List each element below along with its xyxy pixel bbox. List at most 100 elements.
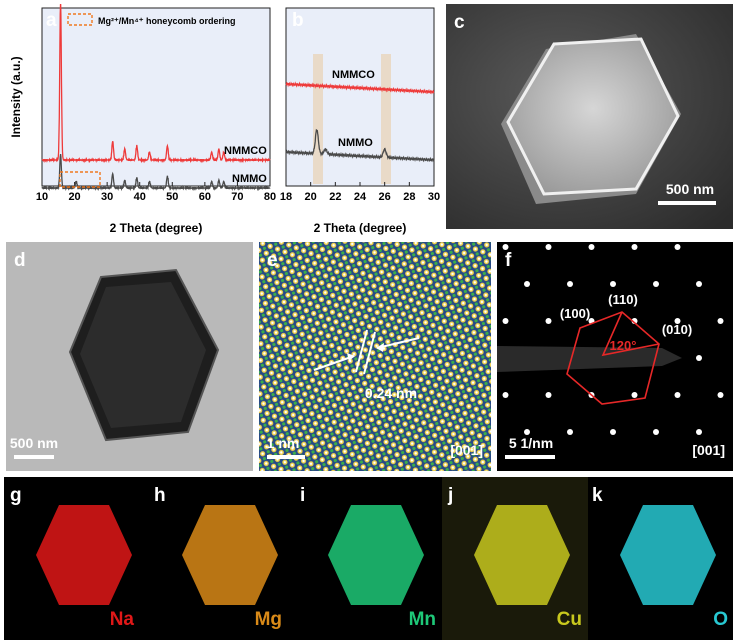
highlight-box [59, 171, 101, 188]
annotation-text: Mg²⁺/Mn⁴⁺ honeycomb ordering [98, 16, 235, 26]
diffraction-spot [653, 429, 659, 435]
panel-h-mg-map: h Mg [150, 477, 296, 640]
diffraction-spot [674, 244, 681, 250]
panel-d-tem-image: d 500 nm [6, 242, 253, 471]
x-tick-label: 20 [305, 191, 317, 203]
panel-a-xrd-full: 10 20 30 40 50 60 70 80 Mg²⁺/Mn⁴⁺ honeycomb ord… [6, 4, 276, 236]
panel-i-mn-map: i Mn [296, 477, 442, 640]
diffraction-spot [567, 281, 573, 287]
panel-label-h: h [154, 485, 166, 506]
x-tick-label: 60 [199, 191, 211, 203]
scale-bar [14, 455, 54, 459]
panel-e-hrtem-image: 0.24 nm e 1 nm [001] [259, 242, 491, 471]
series-label-nmmco: NMMCO [332, 69, 375, 81]
x-tick-label: 10 [36, 191, 48, 203]
zone-axis-label: [001] [692, 442, 725, 458]
panel-label-b: b [292, 10, 304, 31]
scale-bar-label: 500 nm [666, 181, 714, 197]
sem-image: c 500 nm [446, 4, 733, 229]
diffraction-spot [610, 281, 616, 287]
hrtem-image: 0.24 nm e 1 nm [001] [259, 242, 491, 471]
lattice-fringe-1 [355, 329, 368, 373]
panel-label-k: k [592, 485, 603, 506]
panel-g-na-map: g Na [4, 477, 150, 640]
diffraction-spot [717, 318, 724, 324]
spot-label-010: (010) [662, 322, 692, 337]
xrd-zoom-chart: 18 20 22 24 26 28 30 NMMCO NMMO 2 Theta (degre… [280, 7, 440, 235]
x-ticks: 10 20 30 40 50 60 70 80 [36, 182, 276, 203]
series-label-nmmo: NMMO [338, 137, 373, 149]
diffraction-spot [696, 281, 702, 287]
spot-label-110: (110) [608, 292, 638, 307]
x-tick-label: 30 [428, 191, 440, 203]
panel-label-i: i [300, 485, 305, 506]
panel-f-saed-pattern: 120° (100) (110) (010) f 5 1/nm [001] [497, 242, 733, 471]
panel-label-a: a [46, 10, 57, 31]
series-line-nmmo [285, 128, 435, 163]
scale-bar [267, 455, 305, 459]
panel-label-d: d [14, 250, 26, 271]
scale-bar-label: 500 nm [10, 435, 58, 451]
x-tick-label: 24 [354, 191, 367, 203]
x-tick-label: 26 [379, 191, 391, 203]
x-tick-label: 28 [403, 191, 415, 203]
tem-image: d 500 nm [10, 250, 220, 459]
element-label-na: Na [110, 609, 135, 630]
diffraction-spot [524, 429, 530, 435]
diffraction-spot [696, 429, 702, 435]
x-ticks: 18 20 22 24 26 28 30 [280, 182, 440, 203]
x-tick-label: 20 [68, 191, 80, 203]
series-line-nmmco [41, 4, 271, 164]
y-axis-label: Intensity (a.u.) [9, 56, 23, 137]
diffraction-spot [502, 318, 509, 324]
hexagonal-crystal [506, 37, 680, 196]
lattice-fringe-2 [363, 331, 376, 375]
diffraction-spot [502, 392, 509, 398]
x-tick-label: 80 [264, 191, 276, 203]
diffraction-spot [545, 318, 552, 324]
diffraction-spot [524, 281, 530, 287]
x-axis-label: 2 Theta (degree) [314, 221, 407, 235]
angle-label: 120° [610, 338, 637, 353]
scale-bar-label: 5 1/nm [509, 435, 553, 451]
arrow-left [313, 355, 355, 371]
panel-k-o-map: k O [588, 477, 733, 640]
annotation-box [67, 13, 93, 26]
highlight-band-2 [381, 54, 391, 184]
x-tick-label: 40 [134, 191, 146, 203]
saed-pattern: 120° (100) (110) (010) f 5 1/nm [001] [497, 244, 725, 459]
diffraction-spot [545, 244, 552, 250]
x-tick-label: 18 [280, 191, 292, 203]
panel-label-e: e [267, 250, 278, 271]
diffraction-spots [502, 244, 724, 435]
element-label-o: O [713, 609, 728, 630]
diffraction-spot [674, 392, 681, 398]
diffraction-spot [717, 392, 724, 398]
scale-bar [658, 201, 716, 205]
x-tick-label: 22 [329, 191, 341, 203]
panel-j-cu-map: j Cu [442, 477, 588, 640]
series-line-nmmo [41, 154, 271, 192]
zone-axis-label: [001] [450, 442, 483, 458]
diffraction-spot [610, 429, 616, 435]
x-tick-label: 30 [101, 191, 113, 203]
element-label-cu: Cu [557, 609, 582, 630]
x-axis-label: 2 Theta (degree) [110, 221, 203, 235]
panel-c-sem-image: c 500 nm [446, 4, 733, 229]
scale-bar [505, 455, 555, 459]
panel-label-j: j [447, 485, 453, 506]
scale-bar-label: 1 nm [267, 435, 300, 451]
series-label-nmmco: NMMCO [224, 145, 267, 157]
diffraction-spot [545, 392, 552, 398]
beam-stop [497, 346, 682, 372]
diffraction-spot [631, 244, 638, 250]
diffraction-spot [631, 392, 638, 398]
x-tick-label: 70 [231, 191, 243, 203]
element-label-mg: Mg [255, 609, 282, 630]
panel-label-c: c [454, 12, 465, 33]
angle-lines [601, 311, 660, 357]
arrow-right [376, 337, 420, 349]
diffraction-spot [674, 318, 681, 324]
xrd-full-chart: 10 20 30 40 50 60 70 80 Mg²⁺/Mn⁴⁺ honeycomb ord… [9, 4, 276, 235]
diffraction-spot [696, 355, 702, 361]
